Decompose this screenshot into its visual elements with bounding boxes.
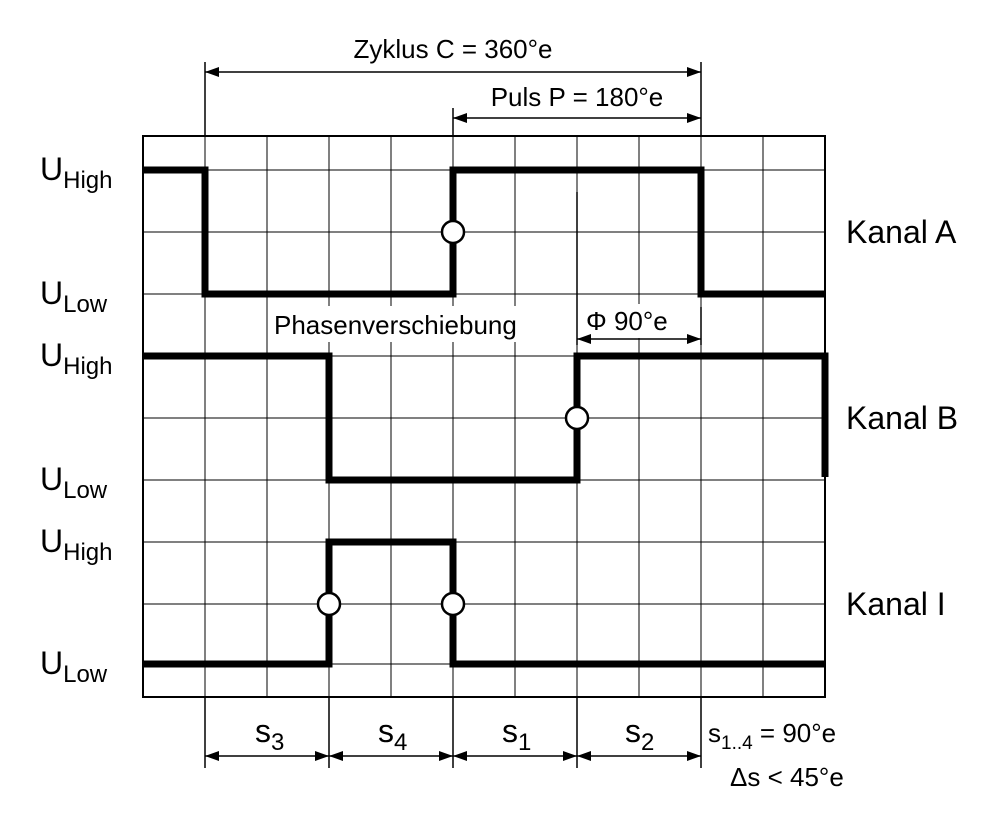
channel-b-edge-marker (564, 405, 590, 431)
channel-b-label: Kanal B (846, 400, 958, 436)
phi-label: Φ 90°e (586, 306, 668, 336)
phase-label-mask (268, 306, 566, 342)
channel-i-fall-marker (440, 591, 466, 617)
phase-shift-label: Phasenverschiebung (274, 310, 517, 340)
level-high-label-b: UHigh (40, 337, 112, 380)
tolerance-formula: Δs < 45°e (730, 762, 844, 792)
phi-label-mask (582, 304, 690, 338)
step-label-s1: s1 (502, 713, 531, 756)
step-label-s3: s3 (255, 713, 284, 756)
grid (142, 135, 826, 698)
level-low-label-i: ULow (40, 645, 108, 688)
level-high-label-i: UHigh (40, 523, 112, 566)
pulse-dimension: Puls P = 180°e (453, 82, 701, 123)
pulse-label: Puls P = 180°e (491, 82, 664, 112)
step-label-s2: s2 (625, 713, 654, 756)
channel-i-label: Kanal I (846, 586, 946, 622)
step-label-s4: s4 (378, 713, 407, 756)
channel-a-edge-marker (440, 219, 466, 245)
channel-a-label: Kanal A (846, 214, 957, 250)
channel-i-rise-marker (316, 591, 342, 617)
phase-shift-dimension: Phasenverschiebung Φ 90°e (268, 304, 701, 344)
channel-i-signal (143, 538, 825, 668)
extension-lines (204, 62, 702, 345)
cycle-dimension: Zyklus C = 360°e (205, 34, 701, 77)
level-low-label-b: ULow (40, 461, 108, 504)
step-formula: s1..4 = 90°e (708, 718, 836, 754)
step-dimensions (205, 751, 701, 761)
level-high-label-a: UHigh (40, 151, 112, 194)
cycle-label: Zyklus C = 360°e (354, 34, 553, 64)
level-low-label-a: ULow (40, 275, 108, 318)
channel-b-signal (143, 352, 829, 484)
grid-frame (142, 135, 826, 698)
